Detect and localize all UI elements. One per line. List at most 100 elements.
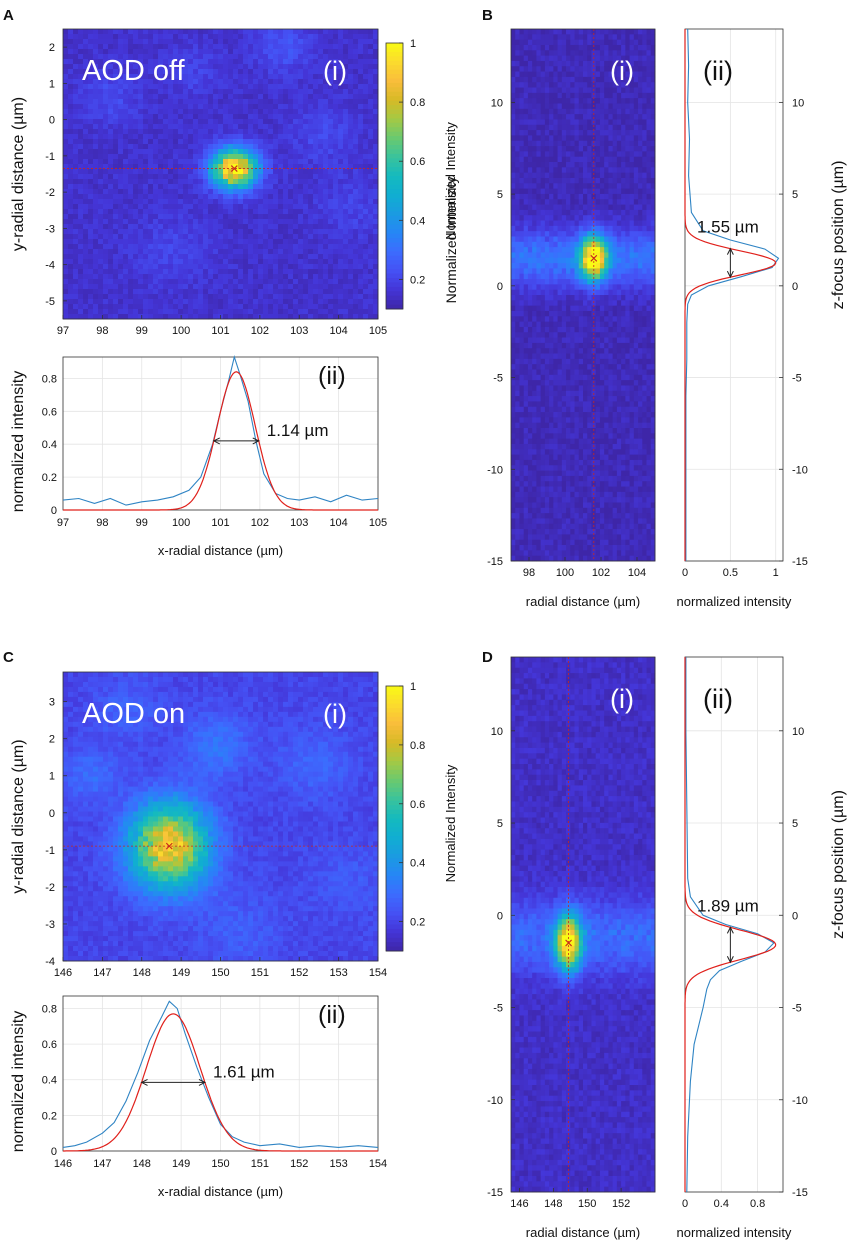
- heatmap-cell: [328, 69, 334, 75]
- heatmap-cell: [515, 428, 520, 434]
- heatmap-cell: [308, 109, 314, 115]
- heatmap-cell: [540, 555, 546, 562]
- heatmap-cell: [243, 204, 249, 210]
- heatmap-cell: [353, 229, 359, 235]
- heatmap-cell: [253, 264, 259, 270]
- heatmap-cell: [73, 59, 79, 65]
- heatmap-cell: [103, 219, 109, 225]
- heatmap-cell: [208, 149, 214, 155]
- heatmap-cell: [188, 264, 194, 270]
- heatmap-cell: [278, 179, 284, 185]
- heatmap-cell: [193, 164, 199, 170]
- colorbar-cell: [386, 264, 403, 270]
- heatmap-cell: [203, 199, 209, 205]
- heatmap-cell: [208, 49, 214, 55]
- heatmap-cell: [519, 491, 525, 498]
- heatmap-cell: [527, 470, 533, 477]
- heatmap-cell: [178, 144, 184, 150]
- heatmap-cell: [68, 274, 74, 280]
- heatmap-cell: [233, 169, 239, 175]
- heatmap-cell: [540, 225, 546, 232]
- heatmap-cell: [527, 513, 533, 519]
- heatmap-cell: [118, 219, 124, 225]
- heatmap-cell: [83, 224, 89, 230]
- heatmap-cell: [308, 234, 314, 240]
- heatmap-cell: [549, 236, 554, 243]
- heatmap-cell: [123, 219, 129, 225]
- heatmap-cell: [263, 119, 269, 125]
- heatmap-cell: [540, 342, 546, 349]
- heatmap-cell: [549, 156, 554, 163]
- heatmap-cell: [549, 162, 554, 168]
- heatmap-cell: [93, 229, 99, 235]
- heatmap-cell: [188, 94, 194, 100]
- heatmap-cell: [73, 294, 79, 300]
- heatmap-cell: [544, 438, 550, 445]
- heatmap-cell: [108, 29, 114, 35]
- heatmap-cell: [98, 134, 104, 140]
- heatmap-cell: [328, 309, 334, 315]
- heatmap-cell: [188, 274, 194, 280]
- heatmap-cell: [536, 215, 542, 221]
- heatmap-cell: [298, 314, 304, 320]
- heatmap-cell: [248, 214, 254, 220]
- heatmap-cell: [519, 156, 525, 163]
- heatmap-cell: [238, 209, 244, 215]
- heatmap-cell: [198, 94, 204, 100]
- heatmap-cell: [549, 353, 554, 360]
- heatmap-cell: [223, 74, 229, 80]
- heatmap-cell: [549, 108, 554, 115]
- heatmap-cell: [343, 194, 349, 200]
- heatmap-cell: [519, 358, 525, 365]
- heatmap-cell: [333, 294, 339, 300]
- heatmap-cell: [358, 214, 364, 220]
- heatmap-cell: [527, 241, 533, 248]
- heatmap-cell: [368, 74, 374, 80]
- heatmap-cell: [523, 465, 529, 471]
- heatmap-cell: [188, 69, 194, 75]
- heatmap-cell: [373, 154, 379, 160]
- heatmap-cell: [63, 294, 69, 300]
- heatmap-cell: [283, 29, 289, 35]
- heatmap-cell: [83, 159, 89, 165]
- heatmap-cell: [233, 259, 239, 265]
- heatmap-cell: [523, 481, 529, 487]
- heatmap-cell: [223, 44, 229, 50]
- heatmap-cell: [519, 55, 525, 62]
- heatmap-cell: [193, 144, 199, 150]
- heatmap-cell: [515, 390, 520, 397]
- heatmap-cell: [544, 465, 550, 471]
- heatmap-cell: [78, 94, 84, 100]
- heatmap-cell: [293, 209, 299, 215]
- heatmap-cell: [278, 149, 284, 155]
- heatmap-cell: [519, 326, 525, 333]
- heatmap-cell: [253, 164, 259, 170]
- heatmap-cell: [243, 149, 249, 155]
- heatmap-cell: [188, 304, 194, 310]
- heatmap-cell: [549, 71, 554, 78]
- heatmap-cell: [238, 289, 244, 295]
- heatmap-cell: [268, 89, 274, 95]
- heatmap-cell: [228, 54, 234, 60]
- heatmap-cell: [158, 44, 164, 50]
- heatmap-cell: [223, 89, 229, 95]
- heatmap-cell: [148, 249, 154, 255]
- heatmap-cell: [153, 134, 159, 140]
- heatmap-cell: [138, 64, 144, 70]
- heatmap-cell: [523, 98, 529, 104]
- heatmap-cell: [549, 39, 554, 46]
- heatmap-cell: [263, 144, 269, 150]
- heatmap-cell: [93, 189, 99, 195]
- heatmap-cell: [208, 274, 214, 280]
- heatmap-cell: [208, 159, 214, 165]
- heatmap-cell: [208, 169, 214, 175]
- heatmap-cell: [233, 99, 239, 105]
- heatmap-cell: [168, 84, 174, 90]
- heatmap-cell: [163, 279, 169, 285]
- heatmap-cell: [523, 369, 529, 376]
- heatmap-cell: [213, 229, 219, 235]
- heatmap-cell: [168, 154, 174, 160]
- heatmap-cell: [328, 139, 334, 145]
- heatmap-cell: [68, 244, 74, 250]
- heatmap-cell: [93, 199, 99, 205]
